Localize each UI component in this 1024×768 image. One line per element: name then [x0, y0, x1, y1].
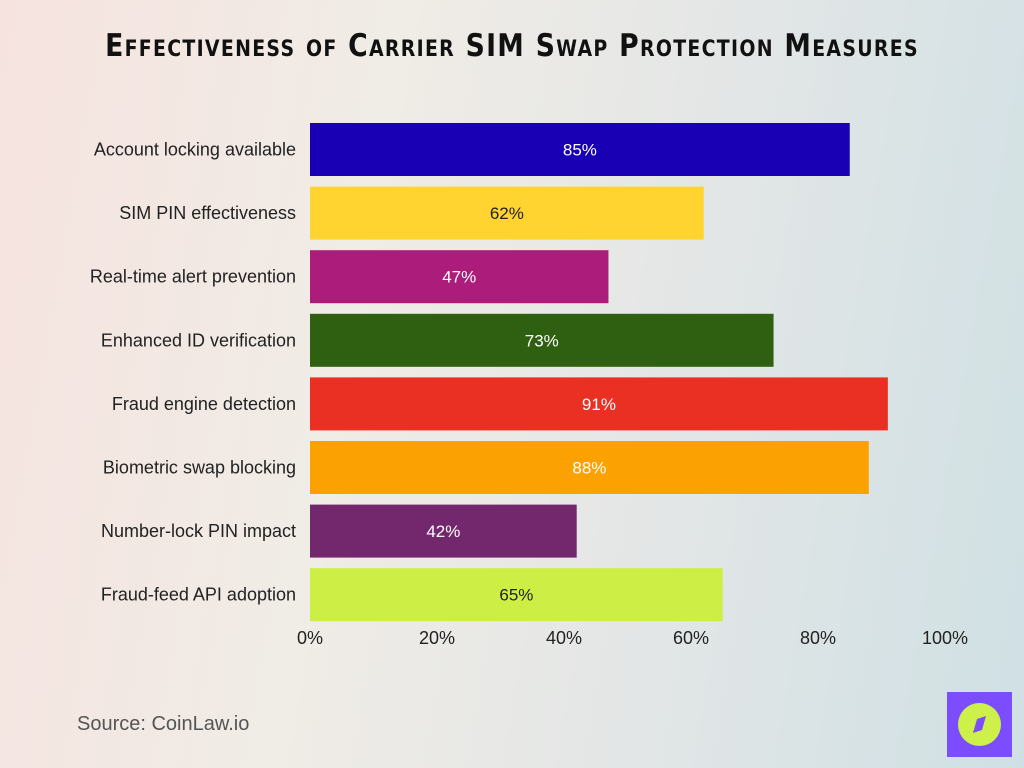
compass-icon [958, 703, 1001, 746]
category-label: Real-time alert prevention [90, 267, 296, 287]
bar [310, 123, 850, 176]
category-label: Fraud engine detection [112, 394, 296, 414]
data-label: 65% [499, 586, 533, 605]
bar [310, 186, 704, 240]
x-tick-label: 40% [546, 628, 582, 648]
data-label: 62% [490, 204, 524, 223]
brand-logo [947, 692, 1012, 757]
bar [310, 313, 774, 367]
category-label: Enhanced ID verification [101, 330, 296, 350]
x-tick-label: 100% [922, 628, 968, 648]
x-tick-label: 60% [673, 628, 709, 648]
category-label: Biometric swap blocking [103, 458, 296, 478]
category-label: Account locking available [94, 140, 296, 160]
data-label: 88% [572, 459, 606, 478]
bar [310, 504, 577, 558]
x-tick-label: 20% [419, 628, 455, 648]
bar [310, 568, 723, 622]
source-text: Source: CoinLaw.io [77, 713, 250, 735]
category-label: Number-lock PIN impact [101, 521, 296, 541]
data-label: 73% [525, 331, 559, 350]
bar [310, 250, 609, 304]
bar [310, 441, 869, 494]
data-label: 42% [426, 522, 460, 541]
x-tick-label: 80% [800, 628, 836, 648]
chart-title: Effectiveness of Carrier SIM Swap Protec… [105, 28, 919, 64]
x-tick-label: 0% [297, 628, 323, 648]
data-label: 47% [442, 268, 476, 287]
category-label: Fraud-feed API adoption [101, 585, 296, 605]
category-label: SIM PIN effectiveness [119, 203, 296, 223]
data-label: 85% [563, 141, 597, 160]
data-label: 91% [582, 395, 616, 414]
bar [310, 377, 888, 431]
